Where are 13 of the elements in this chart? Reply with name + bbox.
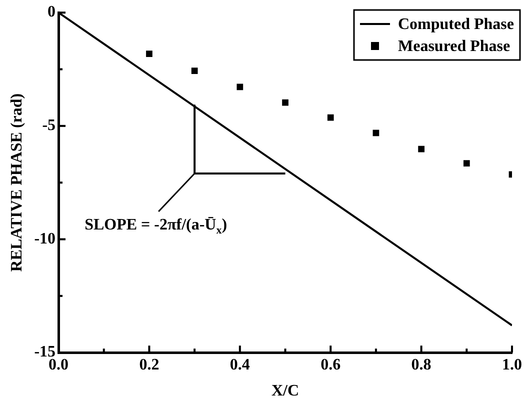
y-tick-label: 0	[48, 4, 56, 21]
x-tick-label: 1.0	[502, 356, 522, 374]
x-tick-label: 0.0	[48, 356, 69, 374]
y-axis-title: RELATIVE PHASE (rad)	[8, 93, 26, 272]
x-tick-label: 0.6	[320, 356, 341, 374]
x-tick-label: 0.4	[230, 356, 250, 374]
x-tick-label: 0.2	[139, 356, 160, 374]
y-tick-label: -10	[34, 230, 56, 248]
legend-label: Measured Phase	[398, 38, 510, 56]
x-axis-title: X/C	[271, 382, 300, 400]
y-tick-label: -5	[42, 117, 56, 134]
x-tick-label: 0.8	[411, 356, 432, 374]
legend-label: Computed Phase	[398, 16, 514, 34]
